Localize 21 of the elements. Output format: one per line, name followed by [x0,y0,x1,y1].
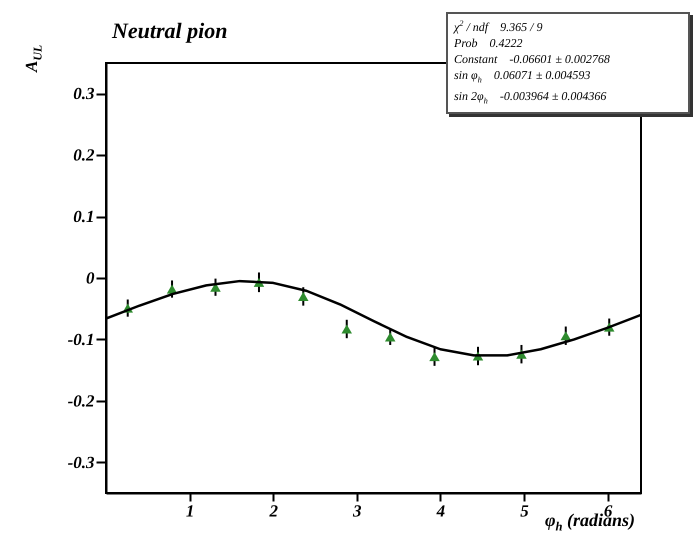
x-tick-label: 3 [352,502,362,520]
y-tick-label: 0.2 [73,146,95,165]
point [210,282,221,292]
chart-title: Neutral pion [112,18,228,44]
x-tick-label: 1 [186,502,194,520]
x-tick-label: 4 [436,502,446,520]
annotation: Constant -0.06601 ± 0.002768 [454,51,611,67]
point [298,292,309,301]
y-tick-label: -0.3 [68,452,95,472]
y-tick-label: 0.3 [73,84,95,104]
y-tick-label: 0 [86,268,95,288]
point [429,352,440,362]
y-tick-label: -0.1 [68,330,94,349]
point [342,324,352,334]
y-tick-label: -0.2 [68,391,95,410]
point [560,331,572,340]
point [384,332,396,342]
y-tick-label: 0.1 [73,207,94,226]
stats-box: χ$^{2}$ / ndf 9.365 / 9 Prob 0.4222 Constant -0.06601 ± 0.002768 sin φ$_{h}$ 0.06071 ± 0.004593 sin 2φ$_{h}$ -0.003964 ± 0.004366 [446,12,690,114]
x-tick-label: 2 [268,502,278,520]
x-tick-label: 5 [520,502,530,520]
